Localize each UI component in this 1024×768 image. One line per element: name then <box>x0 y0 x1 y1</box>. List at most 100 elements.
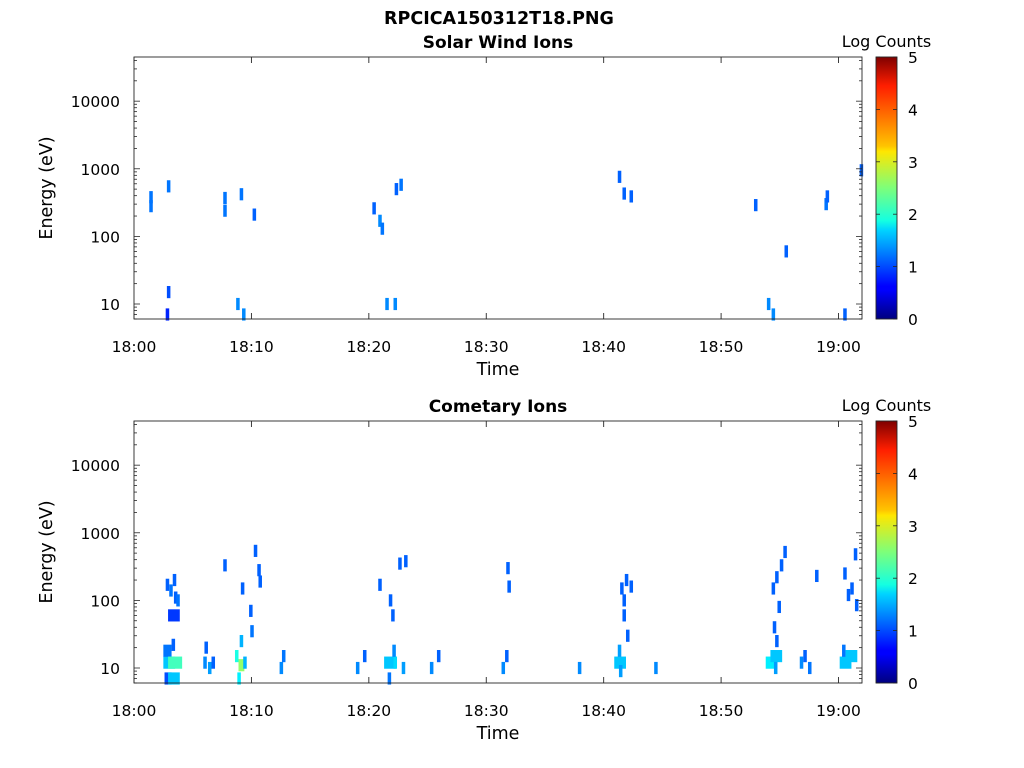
colorbar-tick-label: 4 <box>908 465 918 483</box>
data-cell <box>398 557 402 570</box>
colorbar-gradient <box>875 56 898 320</box>
x-tick-label: 18:00 <box>112 338 157 356</box>
x-tick-label: 18:30 <box>464 338 509 356</box>
data-cell <box>507 580 511 593</box>
y-tick-label: 10000 <box>71 93 120 111</box>
data-cell <box>766 297 771 311</box>
data-cell <box>770 650 783 663</box>
data-cell <box>384 656 396 669</box>
data-cell <box>391 609 395 622</box>
data-cell <box>165 578 170 591</box>
data-cell <box>505 650 509 663</box>
data-cell <box>617 170 622 183</box>
colorbar-tick-label: 0 <box>908 675 918 693</box>
data-cell <box>629 190 634 203</box>
data-cell <box>625 629 630 642</box>
colorbar-tick-label: 5 <box>908 49 918 67</box>
data-cell <box>281 650 286 663</box>
data-cell <box>765 656 778 669</box>
data-cell <box>622 187 626 200</box>
data-cell <box>393 656 398 669</box>
data-cell <box>279 661 284 675</box>
panel-cometary-ions: Cometary Ions 18:00 18:10 18:20 18:30 18:40 18… <box>37 396 931 744</box>
panel-title: Cometary Ions <box>429 397 568 417</box>
data-cell <box>622 594 626 607</box>
data-cell <box>784 245 789 258</box>
data-cell <box>211 656 216 669</box>
data-cell <box>163 644 172 657</box>
data-cell <box>506 562 510 575</box>
data-cell <box>171 638 176 651</box>
colorbar-label: Log Counts <box>842 396 932 415</box>
data-cell <box>436 650 441 663</box>
data-cell <box>824 198 828 211</box>
data-cell <box>204 641 208 654</box>
data-cell <box>773 661 778 675</box>
y-tick-label: 1000 <box>81 161 120 179</box>
data-cell <box>378 578 382 591</box>
data-cell <box>168 609 180 622</box>
plot-area <box>134 57 862 319</box>
colorbar-tick-label: 3 <box>908 154 918 172</box>
data-cell <box>223 191 227 205</box>
data-cell <box>252 208 257 221</box>
data-cell <box>777 600 781 614</box>
y-tick-label: 1000 <box>81 525 120 543</box>
x-tick-label: 18:30 <box>464 702 509 720</box>
data-cell <box>779 559 784 572</box>
data-cell <box>815 569 819 583</box>
panel-solar-wind-ions: Solar Wind Ions 18:00 18:10 18:20 18:30 18:40… <box>37 32 931 380</box>
data-cell <box>501 661 506 675</box>
x-tick-label: 18:20 <box>347 702 392 720</box>
colorbar-tick-label: 4 <box>908 101 918 119</box>
data-cell <box>775 571 779 584</box>
data-cell <box>223 204 227 217</box>
x-tick-label: 18:50 <box>699 702 744 720</box>
colorbar-tick-label: 0 <box>908 311 918 329</box>
data-cell <box>429 661 434 675</box>
data-cell <box>629 580 634 593</box>
data-cell <box>388 594 393 607</box>
x-tick-label: 18:50 <box>699 338 744 356</box>
x-tick-label: 18:10 <box>229 702 274 720</box>
data-cell <box>242 308 246 321</box>
y-tick-label: 100 <box>90 592 120 610</box>
data-cell <box>257 564 261 577</box>
axes-frame <box>133 56 863 320</box>
data-cell <box>825 190 830 203</box>
data-cell <box>234 650 239 663</box>
axes-frame <box>133 420 863 684</box>
y-tick-label: 10 <box>100 660 120 678</box>
x-axis-label: Time <box>476 724 520 744</box>
x-tick-label: 18:10 <box>229 338 274 356</box>
data-cell <box>799 656 804 669</box>
x-tick-label: 18:20 <box>347 338 392 356</box>
panel-title: Solar Wind Ions <box>423 33 574 53</box>
data-cell <box>149 200 153 213</box>
data-cell <box>169 584 173 597</box>
data-cell <box>250 625 254 638</box>
colorbar-gradient <box>875 420 898 684</box>
colorbar-label: Log Counts <box>842 32 932 51</box>
y-axis-label: Energy (eV) <box>37 136 57 239</box>
data-cell <box>853 548 858 561</box>
colorbar-tick-label: 2 <box>908 206 918 224</box>
data-cell <box>399 178 403 191</box>
data-cell <box>771 582 776 595</box>
data-cell <box>165 308 170 321</box>
data-cell <box>238 659 245 672</box>
data-cell <box>372 202 376 215</box>
data-cell <box>839 656 852 669</box>
data-cell <box>843 308 847 321</box>
data-cell <box>239 188 244 201</box>
data-cell <box>807 661 812 675</box>
data-cell <box>149 191 153 204</box>
data-cell <box>842 644 846 657</box>
data-cell <box>378 214 382 227</box>
data-cell <box>850 582 854 595</box>
data-cell <box>168 672 180 685</box>
data-cell <box>258 575 262 588</box>
data-cell <box>654 661 658 675</box>
x-tick-label: 19:00 <box>816 702 861 720</box>
